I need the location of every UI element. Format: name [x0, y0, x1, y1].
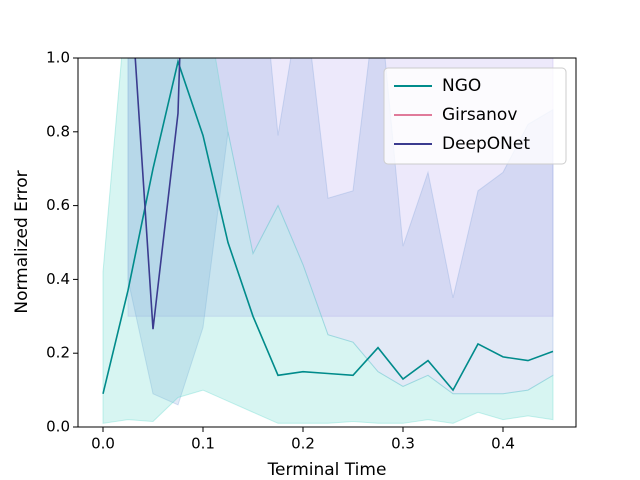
- y-axis-title: Normalized Error: [12, 170, 32, 313]
- x-tick-label: 0.3: [391, 435, 415, 453]
- x-tick-label: 0.4: [491, 435, 515, 453]
- x-tick-label: 0.0: [91, 435, 115, 453]
- legend-label: DeepONet: [442, 134, 530, 154]
- plot-area: [102, 58, 554, 424]
- y-tick-label: 0.6: [46, 196, 70, 214]
- y-tick-label: 0.2: [46, 344, 70, 362]
- data-line: [102, 58, 554, 394]
- error-band: [102, 58, 554, 424]
- x-tick-label: 0.2: [291, 435, 315, 453]
- x-axis-title: Terminal Time: [267, 460, 387, 480]
- error-band: [127, 58, 554, 406]
- y-tick-label: 0.0: [46, 418, 70, 436]
- y-tick-label: 1.0: [46, 49, 70, 67]
- legend-label: NGO: [442, 76, 481, 96]
- legend-label: Girsanov: [442, 105, 517, 125]
- y-tick-label: 0.8: [46, 122, 70, 140]
- legend-box: [383, 67, 567, 165]
- x-tick-label: 0.1: [191, 435, 215, 453]
- y-tick-label: 0.4: [46, 270, 70, 288]
- axes-frame: [77, 57, 577, 428]
